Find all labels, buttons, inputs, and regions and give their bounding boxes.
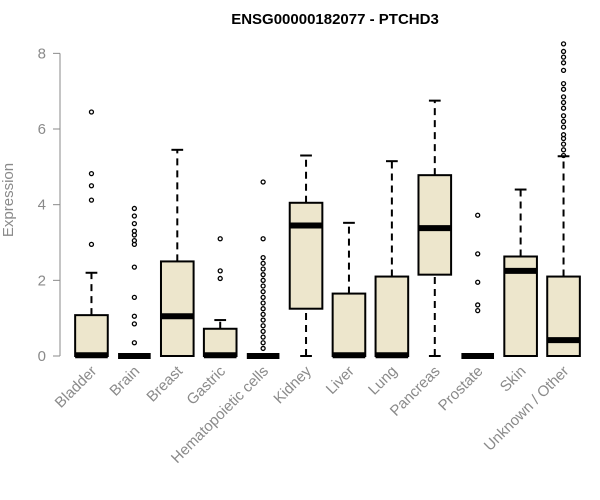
- outlier-point: [260, 283, 266, 289]
- outlier-point: [560, 105, 567, 111]
- y-axis-label: Expression: [0, 163, 17, 237]
- outlier-point: [560, 54, 567, 60]
- outlier-point: [260, 311, 266, 318]
- outlier-point: [475, 302, 481, 308]
- outlier-point: [560, 141, 567, 147]
- outlier-point: [560, 80, 567, 87]
- x-tick-label: Prostate: [435, 363, 487, 415]
- box-group: [159, 148, 195, 358]
- box-group: [331, 221, 367, 359]
- x-tick-label: Brain: [106, 363, 143, 400]
- iqr-box: [202, 327, 238, 357]
- outlier-point: [260, 334, 266, 340]
- outlier-point: [131, 220, 138, 227]
- y-axis: 0 2 4 6 8: [38, 45, 61, 365]
- outlier-point: [260, 272, 266, 278]
- outlier-point: [560, 41, 567, 47]
- outlier-point: [131, 264, 138, 270]
- outlier-point: [260, 323, 266, 329]
- x-tick-label: Breast: [143, 362, 186, 405]
- outlier-point: [475, 279, 481, 285]
- x-tick-label: Kidney: [270, 362, 315, 407]
- outlier-point: [260, 254, 266, 261]
- outlier-point: [475, 212, 481, 218]
- outlier-point: [131, 321, 138, 327]
- outlier-point: [260, 277, 266, 283]
- iqr-box: [288, 201, 324, 310]
- iqr-box: [331, 292, 367, 357]
- outlier-point: [131, 313, 138, 319]
- outlier-point: [131, 228, 138, 234]
- outlier-point: [260, 345, 266, 352]
- y-tick-label: 2: [38, 272, 46, 289]
- box-group: [246, 179, 280, 359]
- outlier-point: [560, 60, 567, 66]
- box-group: [374, 160, 410, 359]
- outlier-point: [260, 179, 266, 185]
- x-tick-label: Skin: [497, 363, 530, 396]
- outlier-point: [88, 241, 95, 248]
- box-group: [118, 205, 151, 359]
- outlier-point: [88, 183, 95, 189]
- outlier-point: [131, 213, 138, 219]
- outlier-point: [260, 260, 266, 266]
- box-group: [417, 99, 453, 357]
- outlier-point: [88, 197, 95, 203]
- outlier-point: [260, 340, 266, 346]
- box-group: [546, 41, 581, 358]
- outlier-point: [560, 113, 567, 119]
- outlier-point: [560, 99, 567, 106]
- outlier-point: [560, 118, 567, 125]
- outlier-point: [260, 306, 266, 312]
- outlier-point: [560, 48, 567, 55]
- outlier-point: [217, 236, 223, 242]
- box-group: [288, 154, 324, 357]
- outlier-point: [560, 86, 567, 92]
- x-tick-label: Liver: [323, 363, 358, 398]
- y-tick-label: 4: [38, 197, 46, 214]
- outlier-point: [131, 294, 138, 301]
- iqr-box: [546, 275, 581, 358]
- box-group: [74, 109, 109, 359]
- box-group: [503, 188, 538, 357]
- iqr-box: [74, 314, 109, 358]
- outlier-point: [131, 205, 138, 212]
- boxes: [74, 41, 581, 359]
- outlier-point: [475, 307, 481, 314]
- outlier-point: [88, 171, 95, 177]
- outlier-point: [560, 94, 567, 100]
- outlier-point: [217, 275, 223, 282]
- outlier-point: [217, 268, 223, 274]
- y-tick-label: 0: [38, 348, 46, 365]
- outlier-point: [560, 67, 567, 74]
- outlier-point: [260, 317, 266, 323]
- outlier-point: [260, 294, 266, 301]
- chart-title: ENSG00000182077 - PTCHD3: [231, 11, 439, 28]
- outlier-point: [131, 340, 138, 346]
- outlier-point: [260, 266, 266, 272]
- outlier-point: [131, 237, 138, 244]
- y-tick-label: 8: [38, 45, 46, 62]
- outlier-point: [560, 124, 567, 130]
- iqr-box: [374, 275, 410, 358]
- outlier-point: [560, 147, 567, 153]
- outlier-point: [260, 300, 266, 306]
- iqr-box: [417, 174, 453, 276]
- y-tick-label: 6: [38, 121, 46, 138]
- outlier-point: [475, 251, 481, 257]
- box-group: [202, 236, 238, 359]
- outlier-point: [260, 289, 266, 295]
- outlier-point: [88, 109, 95, 115]
- outlier-point: [260, 328, 266, 335]
- iqr-box: [159, 260, 195, 358]
- outlier-point: [560, 132, 567, 138]
- outlier-point: [560, 152, 567, 159]
- box-group: [461, 212, 495, 359]
- x-tick-label: Lung: [365, 363, 401, 399]
- x-tick-label: Bladder: [52, 363, 101, 412]
- outlier-point: [260, 236, 266, 242]
